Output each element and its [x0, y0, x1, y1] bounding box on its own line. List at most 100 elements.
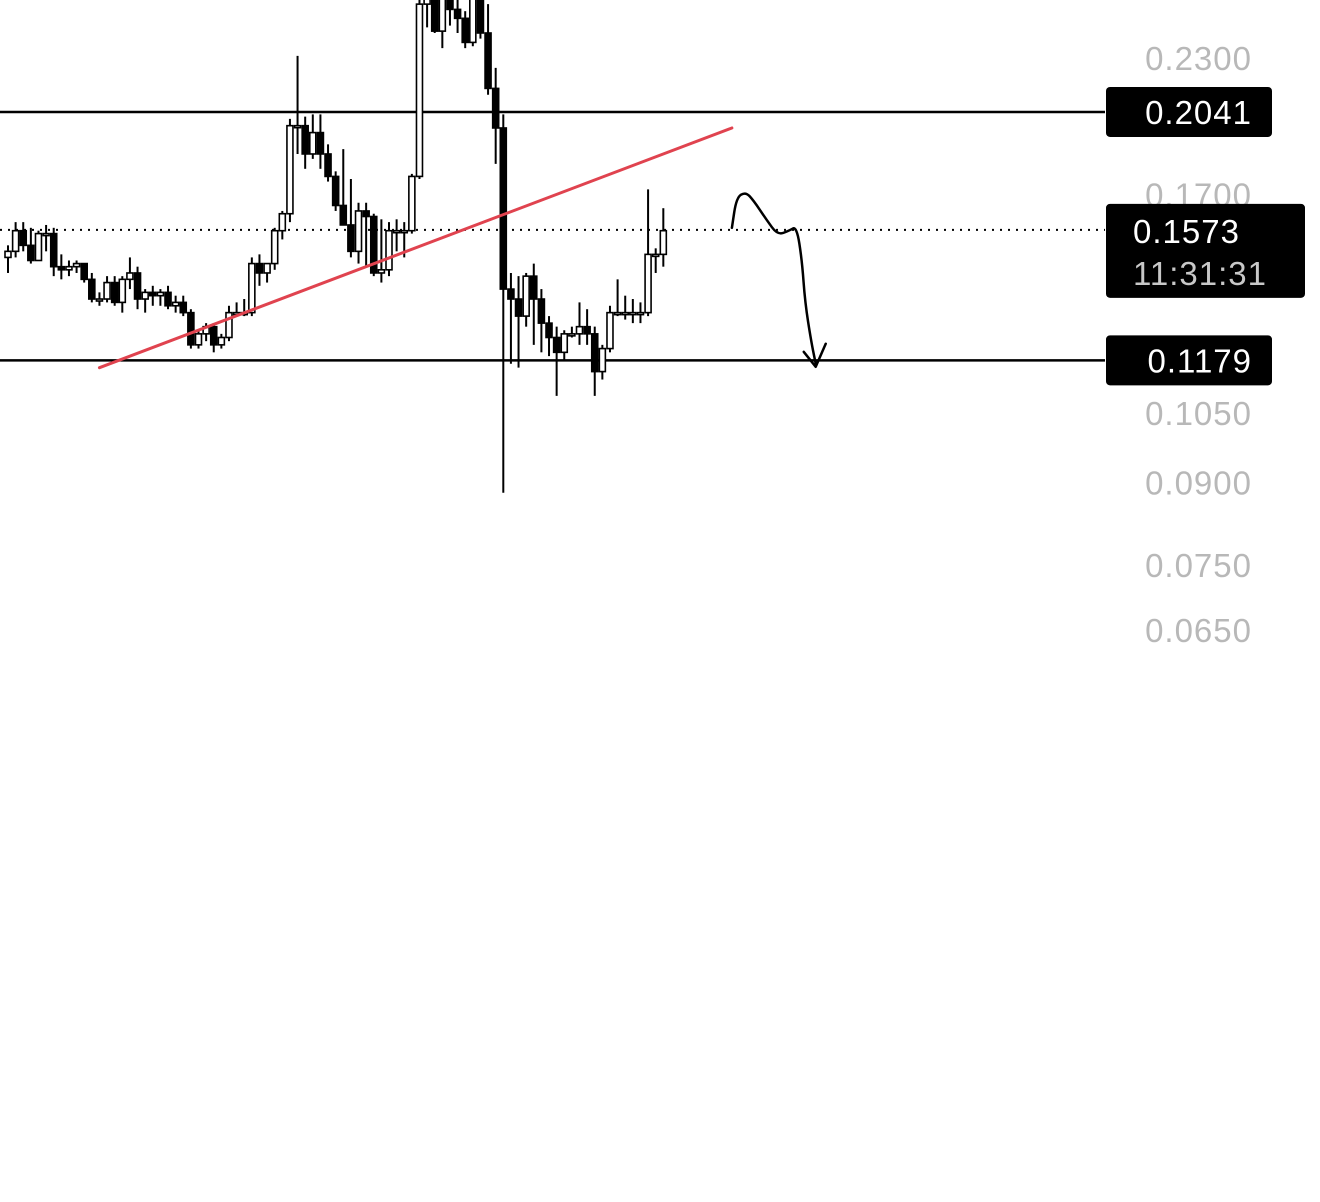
candle-body-down — [347, 224, 355, 253]
candlesticks — [4, 0, 668, 493]
candle-body-up — [606, 311, 614, 350]
candle — [263, 262, 271, 283]
candle-body-up — [415, 3, 424, 178]
ascending-trendline — [97, 126, 734, 370]
candle — [278, 210, 287, 240]
candle-body-down — [187, 311, 195, 346]
candle — [644, 189, 652, 317]
candle — [568, 326, 576, 338]
candle-body-up — [278, 212, 287, 232]
candle-body-down — [133, 272, 142, 300]
candle-body-down — [362, 210, 370, 218]
candle — [4, 245, 12, 273]
candle-body-up — [34, 232, 43, 262]
candle — [88, 272, 96, 303]
candle-body-down — [316, 131, 325, 155]
candle — [156, 289, 165, 306]
candle-body-down — [529, 275, 538, 300]
candle-body-up — [568, 333, 576, 337]
candle — [171, 295, 180, 313]
current-price-tag: 0.1573 11:31:31 — [1106, 203, 1305, 298]
candle — [164, 285, 172, 310]
candle — [560, 330, 569, 360]
candle-body-up — [72, 262, 81, 268]
candle — [148, 285, 157, 306]
candle — [80, 262, 88, 283]
candle — [621, 295, 630, 320]
candle-body-down — [110, 281, 119, 304]
candle — [598, 344, 607, 380]
candle-body-up — [270, 229, 279, 265]
current-tag-bg — [1106, 203, 1305, 298]
candle — [453, 0, 462, 33]
y-tick-label: 0.2700 — [1145, 0, 1252, 4]
candle — [34, 230, 43, 262]
candle-body-up — [248, 262, 256, 314]
candle-body-up — [126, 272, 134, 281]
candle-body-down — [476, 0, 485, 34]
candle-body-down — [148, 291, 157, 297]
candle — [613, 279, 622, 317]
candle-body-up — [621, 311, 630, 316]
candle — [179, 295, 188, 317]
candle-body-down — [453, 8, 462, 20]
candle-body-up — [575, 325, 584, 335]
candle — [217, 333, 226, 349]
candle — [110, 276, 119, 306]
candle-body-down — [545, 322, 553, 339]
candle — [537, 289, 546, 353]
candle-body-up — [560, 333, 569, 354]
candle — [331, 171, 340, 211]
candle-body-up — [156, 291, 165, 297]
candle-body-up — [598, 347, 607, 373]
candle — [659, 208, 668, 267]
candle-body-up — [225, 311, 233, 339]
candle-body-up — [385, 229, 393, 271]
candle-body-up — [217, 336, 226, 346]
candle — [476, 0, 485, 39]
candle-body-up — [263, 262, 271, 274]
candle — [27, 227, 35, 264]
candle-body-up — [400, 229, 409, 234]
candle-body-up — [354, 210, 363, 253]
candle — [187, 309, 195, 349]
candle-body-down — [80, 262, 88, 281]
candle — [324, 144, 332, 182]
candle-body-down — [514, 298, 523, 317]
candle-body-up — [659, 229, 668, 256]
current-price-text: 0.1573 — [1133, 213, 1240, 250]
candle-body-down — [552, 336, 561, 354]
candle-body-up — [644, 253, 652, 314]
candle — [11, 222, 20, 258]
candle — [354, 202, 363, 264]
y-tick-label: 0.0650 — [1145, 612, 1252, 649]
candle — [545, 316, 553, 357]
candle — [103, 276, 111, 303]
candle — [118, 276, 127, 313]
candle-body-up — [651, 253, 660, 258]
candle-body-down — [27, 244, 35, 262]
level-tag-bg — [1106, 335, 1272, 386]
candle — [65, 260, 73, 277]
candle — [42, 224, 50, 252]
y-tick-label: 0.0750 — [1145, 547, 1252, 584]
candle-body-up — [613, 311, 622, 316]
candle-body-up — [308, 131, 317, 155]
level-price-tag: 0.1179 — [1106, 335, 1272, 386]
candle — [606, 305, 614, 353]
candle-body-down — [369, 215, 378, 274]
candle-body-down — [491, 87, 500, 129]
candle — [507, 272, 515, 364]
candle-body-down — [179, 301, 188, 314]
candle-body-down — [430, 0, 439, 32]
candle — [270, 227, 279, 270]
candle — [484, 4, 492, 95]
candle-body-up — [438, 0, 447, 32]
candle — [301, 116, 309, 169]
candle — [575, 302, 584, 345]
candle-body-up — [118, 278, 127, 304]
candle — [369, 213, 378, 277]
candle — [446, 0, 454, 26]
